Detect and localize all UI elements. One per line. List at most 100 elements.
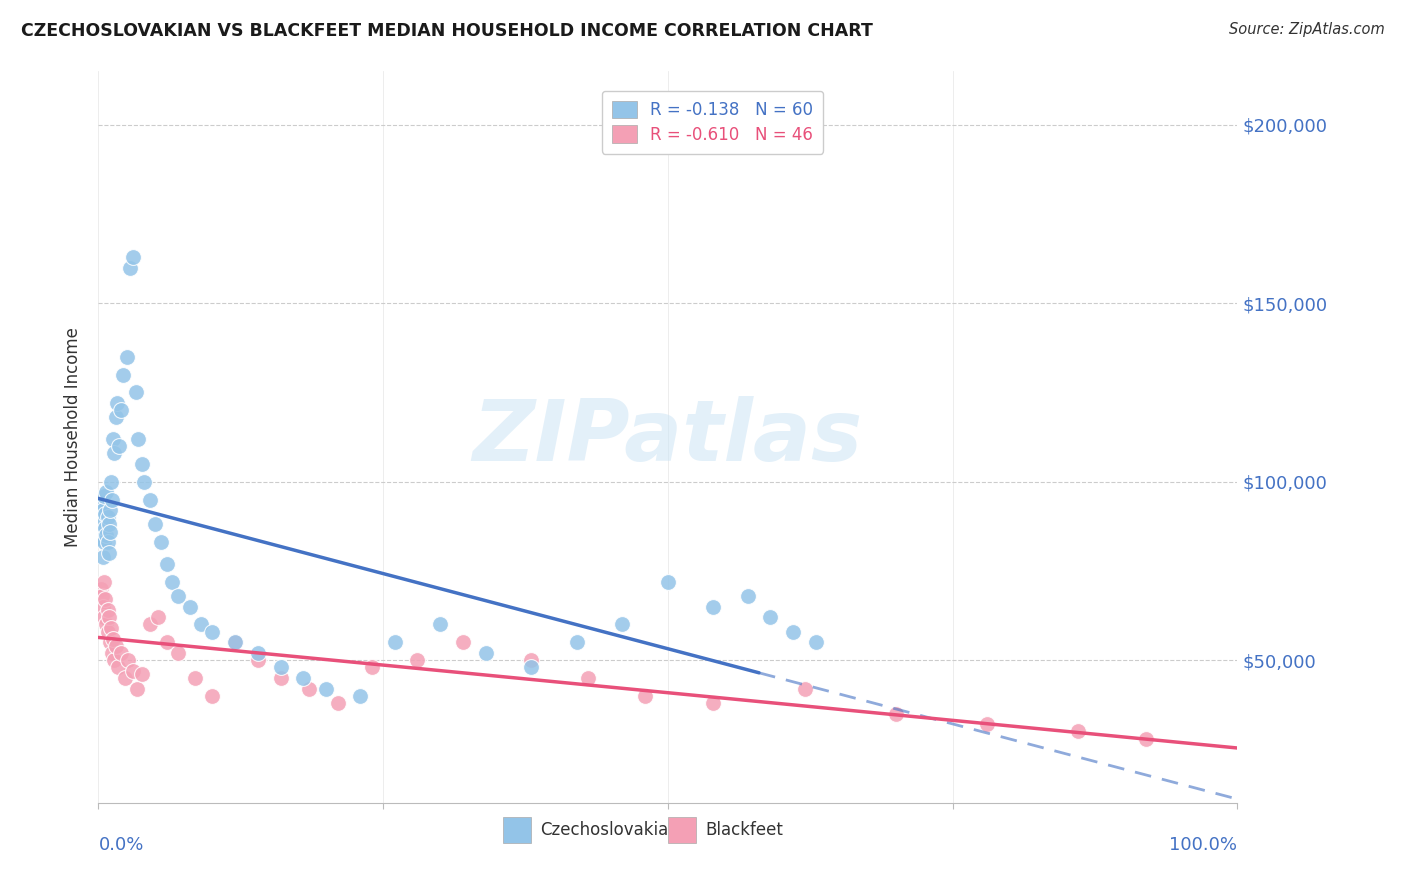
Text: CZECHOSLOVAKIAN VS BLACKFEET MEDIAN HOUSEHOLD INCOME CORRELATION CHART: CZECHOSLOVAKIAN VS BLACKFEET MEDIAN HOUS… bbox=[21, 22, 873, 40]
Point bbox=[360, 660, 382, 674]
Point bbox=[127, 432, 149, 446]
Point bbox=[737, 589, 759, 603]
Point bbox=[270, 671, 292, 685]
Point bbox=[96, 603, 118, 617]
Point bbox=[91, 549, 114, 564]
Text: Source: ZipAtlas.com: Source: ZipAtlas.com bbox=[1229, 22, 1385, 37]
Point bbox=[156, 557, 179, 571]
Point bbox=[125, 385, 148, 400]
Point bbox=[657, 574, 679, 589]
Point bbox=[96, 485, 118, 500]
Point bbox=[298, 681, 321, 696]
Bar bbox=[668, 817, 696, 843]
Point bbox=[201, 624, 224, 639]
Point bbox=[884, 706, 907, 721]
Point bbox=[94, 521, 117, 535]
Point bbox=[127, 681, 149, 696]
Point bbox=[96, 617, 118, 632]
Point bbox=[474, 646, 496, 660]
Text: Blackfeet: Blackfeet bbox=[706, 821, 783, 838]
Point bbox=[98, 635, 121, 649]
Point bbox=[246, 653, 269, 667]
Point bbox=[105, 396, 128, 410]
Point bbox=[100, 475, 122, 489]
Point bbox=[167, 646, 190, 660]
Point bbox=[121, 664, 143, 678]
Point bbox=[90, 582, 112, 596]
Point bbox=[138, 617, 160, 632]
Point bbox=[98, 524, 121, 539]
Point bbox=[179, 599, 201, 614]
Point bbox=[90, 589, 112, 603]
Point bbox=[576, 671, 599, 685]
Point bbox=[1067, 724, 1090, 739]
Point bbox=[91, 599, 114, 614]
Point bbox=[406, 653, 429, 667]
Point bbox=[110, 403, 132, 417]
Point bbox=[184, 671, 207, 685]
Point bbox=[634, 689, 657, 703]
Point bbox=[429, 617, 451, 632]
Point bbox=[90, 496, 112, 510]
Point bbox=[90, 517, 112, 532]
Point bbox=[112, 368, 135, 382]
Point bbox=[138, 492, 160, 507]
Point bbox=[146, 610, 169, 624]
Point bbox=[93, 610, 115, 624]
Point bbox=[107, 660, 129, 674]
Legend: R = -0.138   N = 60, R = -0.610   N = 46: R = -0.138 N = 60, R = -0.610 N = 46 bbox=[602, 91, 824, 153]
Point bbox=[565, 635, 588, 649]
Point bbox=[804, 635, 827, 649]
Text: ZIPatlas: ZIPatlas bbox=[472, 395, 863, 479]
Point bbox=[246, 646, 269, 660]
Text: Czechoslovakians: Czechoslovakians bbox=[540, 821, 688, 838]
Point bbox=[96, 528, 118, 542]
Point bbox=[97, 610, 120, 624]
Bar bbox=[503, 817, 531, 843]
Point bbox=[520, 660, 543, 674]
Point bbox=[150, 535, 173, 549]
Point bbox=[131, 667, 153, 681]
Point bbox=[156, 635, 179, 649]
Point bbox=[326, 696, 349, 710]
Point bbox=[121, 250, 143, 264]
Point bbox=[612, 617, 634, 632]
Point bbox=[349, 689, 371, 703]
Point bbox=[104, 410, 127, 425]
Point bbox=[97, 546, 120, 560]
Point bbox=[103, 632, 125, 646]
Point bbox=[976, 717, 998, 731]
Point bbox=[101, 492, 124, 507]
Point bbox=[93, 489, 115, 503]
Point bbox=[224, 635, 246, 649]
Point bbox=[100, 621, 122, 635]
Point bbox=[190, 617, 212, 632]
Point bbox=[782, 624, 804, 639]
Point bbox=[104, 639, 127, 653]
Point bbox=[103, 432, 125, 446]
Point bbox=[93, 574, 115, 589]
Point bbox=[145, 517, 167, 532]
Point bbox=[793, 681, 815, 696]
Point bbox=[384, 635, 406, 649]
Point bbox=[702, 696, 724, 710]
Point bbox=[117, 653, 139, 667]
Point bbox=[110, 646, 132, 660]
Point bbox=[167, 589, 190, 603]
Point bbox=[270, 660, 292, 674]
Point bbox=[101, 646, 124, 660]
Point bbox=[108, 439, 131, 453]
Point bbox=[115, 350, 138, 364]
Point bbox=[96, 624, 118, 639]
Point bbox=[315, 681, 337, 696]
Point bbox=[292, 671, 315, 685]
Point bbox=[94, 592, 117, 607]
Point bbox=[97, 517, 120, 532]
Y-axis label: Median Household Income: Median Household Income bbox=[63, 327, 82, 547]
Point bbox=[1135, 731, 1157, 746]
Text: 100.0%: 100.0% bbox=[1170, 836, 1237, 854]
Point bbox=[96, 535, 118, 549]
Point bbox=[98, 503, 121, 517]
Point bbox=[759, 610, 782, 624]
Text: 0.0%: 0.0% bbox=[98, 836, 143, 854]
